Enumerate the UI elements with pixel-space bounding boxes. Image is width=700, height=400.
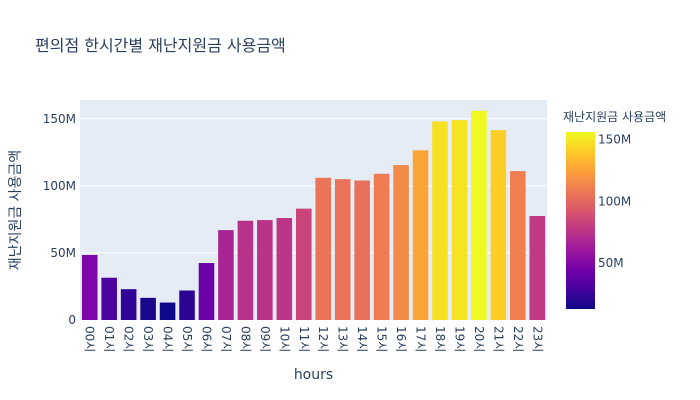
x-tick-label: 08시 — [238, 326, 252, 352]
bar-15시 — [373, 173, 390, 320]
bar-16시 — [393, 165, 409, 320]
bar-00시 — [81, 254, 98, 320]
bar-17시 — [412, 150, 429, 320]
colorbar-tick-label: 150M — [598, 132, 631, 146]
y-tick-label: 150M — [43, 112, 76, 126]
x-tick-label: 15시 — [375, 326, 389, 352]
bar-10시 — [276, 218, 293, 320]
x-tick-label: 00시 — [83, 326, 97, 352]
y-tick-label: 50M — [50, 246, 76, 260]
x-tick-label: 21시 — [491, 326, 505, 352]
x-tick-label: 11시 — [297, 326, 311, 352]
bar-19시 — [451, 120, 468, 320]
bar-02시 — [120, 289, 137, 320]
bar-06시 — [198, 262, 215, 320]
bar-23시 — [529, 216, 546, 320]
colorbar — [566, 132, 595, 309]
x-tick-label: 05시 — [180, 326, 194, 352]
chart-title: 편의점 한시간별 재난지원금 사용금액 — [35, 36, 286, 55]
bar-01시 — [101, 277, 117, 320]
bar-09시 — [257, 220, 273, 320]
bar-08시 — [237, 220, 254, 320]
bar-04시 — [159, 302, 176, 320]
bar-20시 — [471, 110, 487, 320]
plot-background — [80, 100, 547, 320]
colorbar-tick-label: 100M — [598, 194, 631, 208]
bar-03시 — [140, 297, 156, 320]
bar-05시 — [179, 290, 195, 320]
x-tick-label: 17시 — [414, 326, 428, 352]
y-tick-label: 0 — [68, 313, 76, 327]
x-tick-label: 07시 — [219, 326, 233, 352]
x-tick-label: 02시 — [122, 326, 136, 352]
x-tick-label: 04시 — [161, 326, 175, 352]
bar-14시 — [354, 180, 370, 320]
colorbar-title: 재난지원금 사용금액 — [563, 110, 666, 124]
x-tick-label: 13시 — [336, 326, 350, 352]
x-tick-label: 09시 — [258, 326, 272, 352]
bar-18시 — [432, 121, 448, 321]
x-tick-label: 20시 — [472, 326, 486, 352]
bar-13시 — [334, 179, 351, 320]
x-tick-label: 10시 — [277, 326, 291, 352]
x-tick-label: 06시 — [199, 326, 213, 352]
x-tick-label: 12시 — [316, 326, 330, 352]
x-tick-label: 23시 — [530, 326, 544, 352]
bar-12시 — [315, 177, 332, 320]
x-axis-title: hours — [294, 367, 333, 383]
x-tick-label: 03시 — [141, 326, 155, 352]
x-tick-label: 16시 — [394, 326, 408, 352]
x-tick-label: 18시 — [433, 326, 447, 352]
colorbar-tick-label: 50M — [598, 256, 624, 270]
x-tick-label: 01시 — [102, 326, 116, 352]
bar-22시 — [510, 171, 526, 320]
x-tick-label: 19시 — [452, 326, 466, 352]
x-tick-label: 14시 — [355, 326, 369, 352]
x-tick-label: 22시 — [511, 326, 525, 352]
y-axis-title: 재난지원금 사용금액 — [8, 150, 24, 270]
y-tick-label: 100M — [43, 179, 76, 193]
bar-21시 — [490, 130, 507, 320]
bar-11시 — [295, 208, 312, 320]
bar-07시 — [218, 230, 234, 320]
